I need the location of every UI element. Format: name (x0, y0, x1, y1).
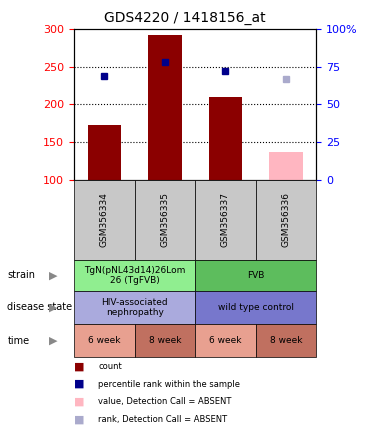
Text: ■: ■ (74, 361, 84, 371)
Bar (88, 126, 121, 180)
Text: ■: ■ (74, 415, 84, 424)
Text: disease state: disease state (7, 302, 73, 313)
Text: FVB: FVB (247, 271, 265, 280)
Text: wild type control: wild type control (218, 303, 294, 312)
Text: count: count (98, 362, 122, 371)
Text: ▶: ▶ (50, 302, 58, 313)
Bar (148, 35, 182, 180)
Text: 8 week: 8 week (270, 336, 302, 345)
Text: strain: strain (7, 270, 36, 280)
Text: 6 week: 6 week (88, 336, 121, 345)
Text: time: time (7, 336, 30, 346)
Text: GSM356334: GSM356334 (100, 192, 109, 247)
Text: 8 week: 8 week (149, 336, 181, 345)
Text: rank, Detection Call = ABSENT: rank, Detection Call = ABSENT (98, 415, 227, 424)
Text: GSM356337: GSM356337 (221, 192, 230, 247)
Text: GSM356335: GSM356335 (160, 192, 169, 247)
Text: GDS4220 / 1418156_at: GDS4220 / 1418156_at (104, 11, 266, 25)
Text: percentile rank within the sample: percentile rank within the sample (98, 380, 240, 388)
Bar (209, 97, 242, 180)
Text: ■: ■ (74, 379, 84, 389)
Text: ■: ■ (74, 397, 84, 407)
Text: ▶: ▶ (50, 270, 58, 280)
Bar (269, 152, 303, 180)
Text: HIV-associated
nephropathy: HIV-associated nephropathy (101, 298, 168, 317)
Text: GSM356336: GSM356336 (282, 192, 290, 247)
Text: 6 week: 6 week (209, 336, 242, 345)
Text: value, Detection Call = ABSENT: value, Detection Call = ABSENT (98, 397, 231, 406)
Text: ▶: ▶ (50, 336, 58, 346)
Text: TgN(pNL43d14)26Lom
26 (TgFVB): TgN(pNL43d14)26Lom 26 (TgFVB) (84, 266, 185, 285)
